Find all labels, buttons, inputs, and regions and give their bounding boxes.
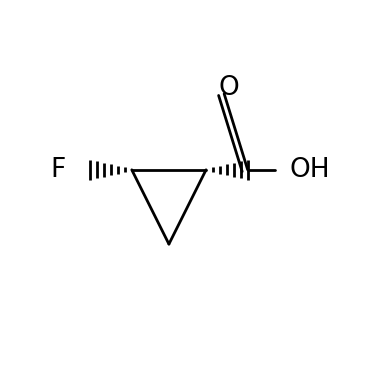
Text: O: O — [218, 75, 239, 101]
Text: F: F — [50, 157, 65, 183]
Text: OH: OH — [289, 157, 330, 183]
